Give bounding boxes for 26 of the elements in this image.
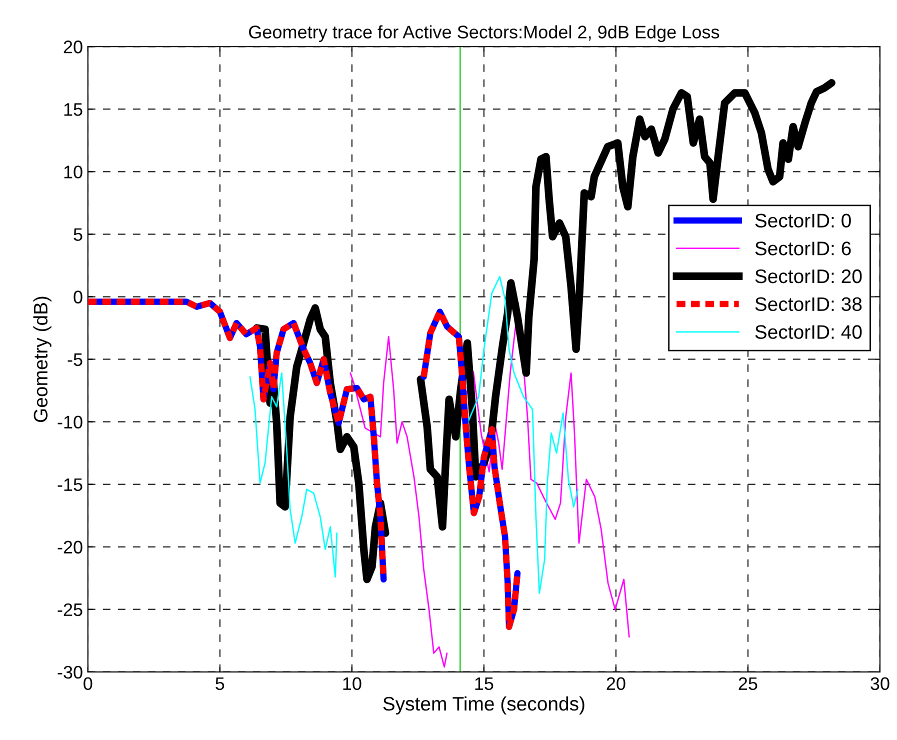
y-tick-label: -30: [58, 666, 82, 679]
x-tick-label: 25: [738, 677, 758, 690]
x-tick-label: 15: [475, 677, 494, 690]
legend-label: SectorID: 40: [755, 325, 862, 339]
y-tick-label: 5: [74, 228, 82, 241]
legend-label: SectorID: 0: [755, 214, 851, 228]
legend-label: SectorID: 6: [755, 242, 851, 256]
x-tick-label: 0: [84, 677, 92, 690]
y-tick-label: -15: [58, 478, 82, 492]
y-tick-label: -5: [68, 353, 82, 366]
y-tick-label: 10: [64, 166, 82, 178]
x-tick-label: 10: [343, 677, 362, 690]
y-tick-label: -25: [58, 603, 82, 616]
chart-title: Geometry trace for Active Sectors:Model 2, 9dB Edge Loss: [249, 25, 720, 42]
x-tick-label: 30: [870, 677, 890, 690]
y-tick-label: 0: [74, 290, 82, 304]
x-tick-label: 20: [606, 677, 626, 690]
legend-label: SectorID: 38: [755, 297, 862, 312]
y-axis-title: Geometry (dB): [33, 296, 52, 422]
y-tick-label: -20: [58, 540, 82, 554]
legend-label: SectorID: 20: [755, 269, 862, 284]
y-tick-label: 20: [64, 40, 82, 54]
x-tick-label: 5: [216, 677, 224, 690]
y-tick-label: 15: [64, 103, 82, 116]
x-axis-title: System Time (seconds): [383, 696, 584, 715]
y-tick-label: -10: [58, 416, 82, 429]
